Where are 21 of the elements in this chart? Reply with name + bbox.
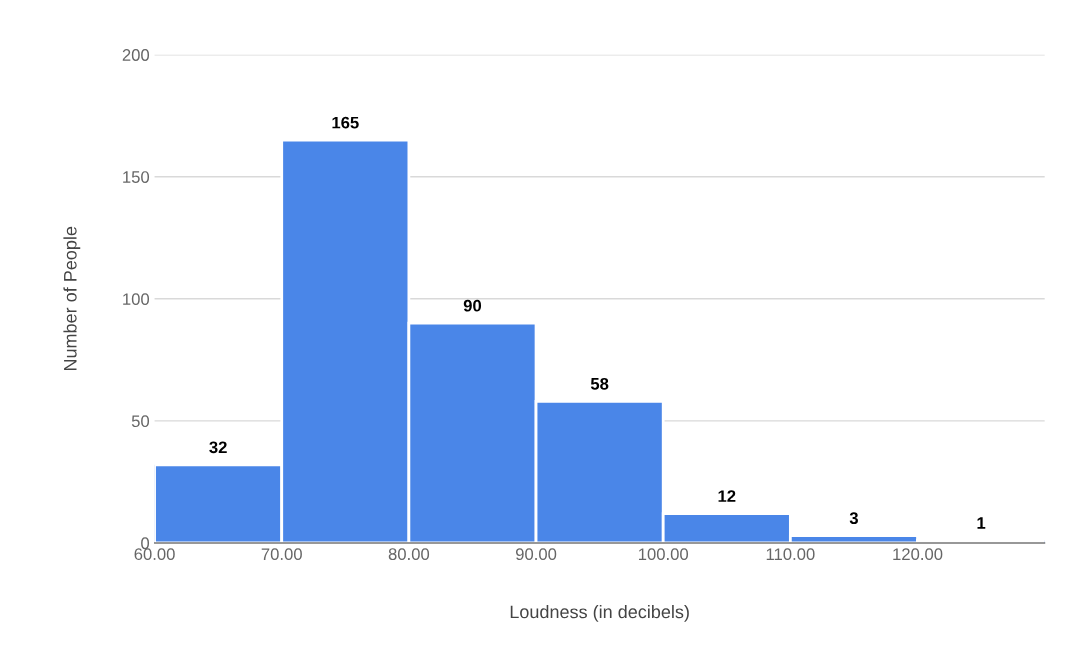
- y-tick-label: 50: [131, 415, 150, 428]
- x-tick-label: 90.00: [515, 548, 557, 561]
- data-label: 12: [718, 490, 736, 502]
- data-label: 58: [590, 377, 609, 390]
- data-label: 165: [332, 116, 359, 129]
- y-tick-label: 100: [123, 293, 150, 306]
- y-tick-label: 0: [141, 537, 150, 550]
- data-label: 32: [209, 441, 227, 454]
- x-tick-label: 70.00: [261, 548, 302, 561]
- x-tick-label: 120.00: [893, 548, 943, 561]
- x-tick-label: 110.00: [766, 548, 815, 561]
- data-label: 3: [849, 512, 858, 525]
- x-axis-title: Loudness (in decibels): [510, 605, 689, 622]
- x-tick-label: 80.00: [388, 548, 430, 561]
- x-tick-label: 100.00: [638, 548, 689, 561]
- y-tick-label: 200: [122, 49, 150, 61]
- data-label: 1: [977, 517, 986, 529]
- x-tick-label: 60.00: [134, 548, 175, 561]
- data-label: 90: [463, 299, 482, 312]
- y-tick-label: 150: [123, 171, 150, 183]
- y-axis-title: Number of People: [63, 226, 81, 371]
